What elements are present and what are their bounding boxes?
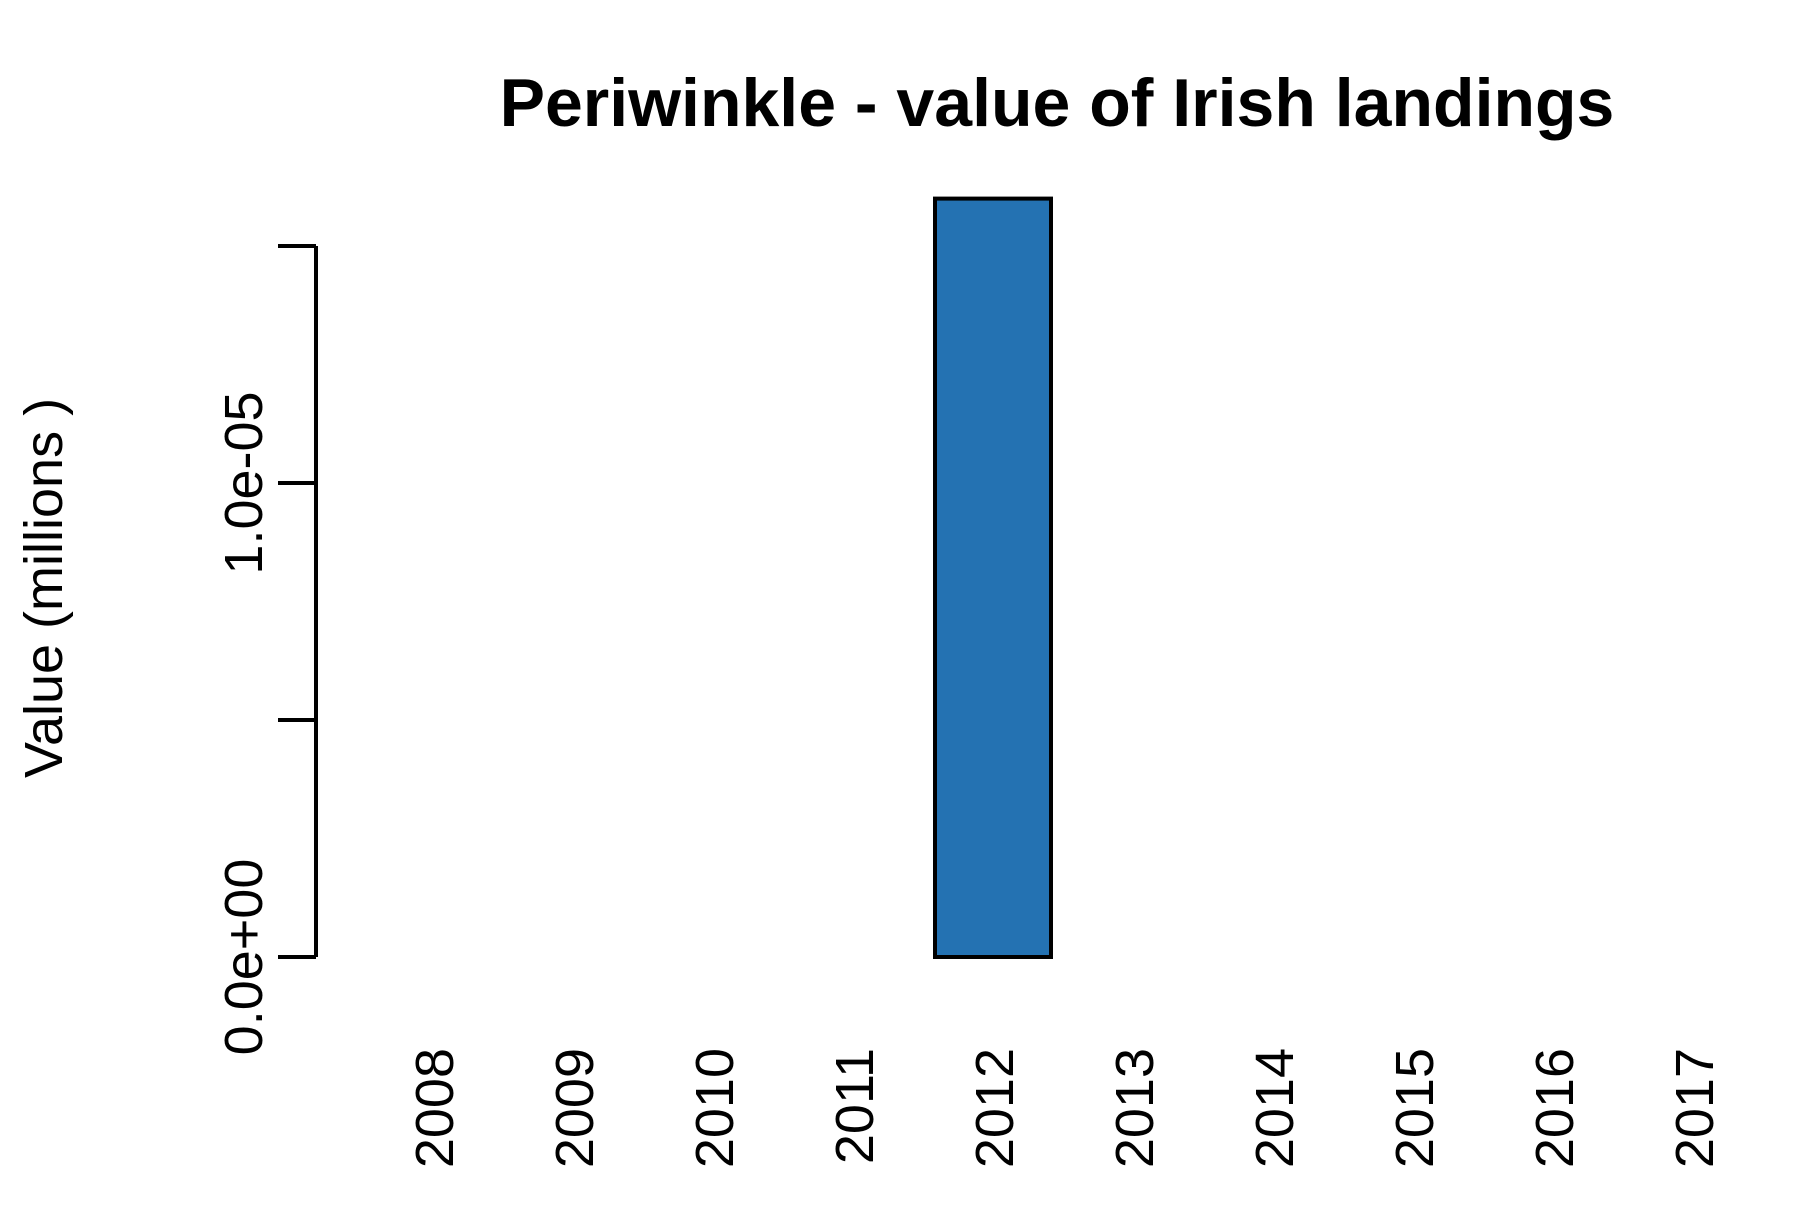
bar-2012 — [933, 196, 1053, 960]
x-axis-tick-label-2012: 2012 — [965, 1048, 1025, 1168]
x-axis-tick-labels: 2008 2009 2010 2011 2012 2013 2014 2015 2016 2017 — [405, 1048, 1725, 1168]
y-axis: 0.0e+00 1.0e-05 — [214, 244, 318, 1056]
x-axis-tick-label-2013: 2013 — [1105, 1048, 1165, 1168]
x-axis-tick-label-2016: 2016 — [1525, 1048, 1585, 1168]
x-axis-tick-label-2015: 2015 — [1385, 1048, 1445, 1168]
x-axis-tick-label-2009: 2009 — [545, 1048, 605, 1168]
x-axis-tick-label-2017: 2017 — [1665, 1048, 1725, 1168]
x-axis-tick-label-2008: 2008 — [405, 1048, 465, 1168]
x-axis-tick-label-2014: 2014 — [1245, 1048, 1305, 1168]
chart-title: Periwinkle - value of Irish landings — [500, 65, 1615, 141]
y-axis-label: Value (millions ) — [14, 398, 74, 778]
y-axis-tick-label: 0.0e+00 — [214, 859, 274, 1056]
bars — [933, 196, 1053, 960]
x-axis-tick-label-2011: 2011 — [825, 1048, 885, 1164]
y-axis-tick-label: 1.0e-05 — [214, 391, 274, 574]
x-axis-tick-label-2010: 2010 — [685, 1048, 745, 1168]
